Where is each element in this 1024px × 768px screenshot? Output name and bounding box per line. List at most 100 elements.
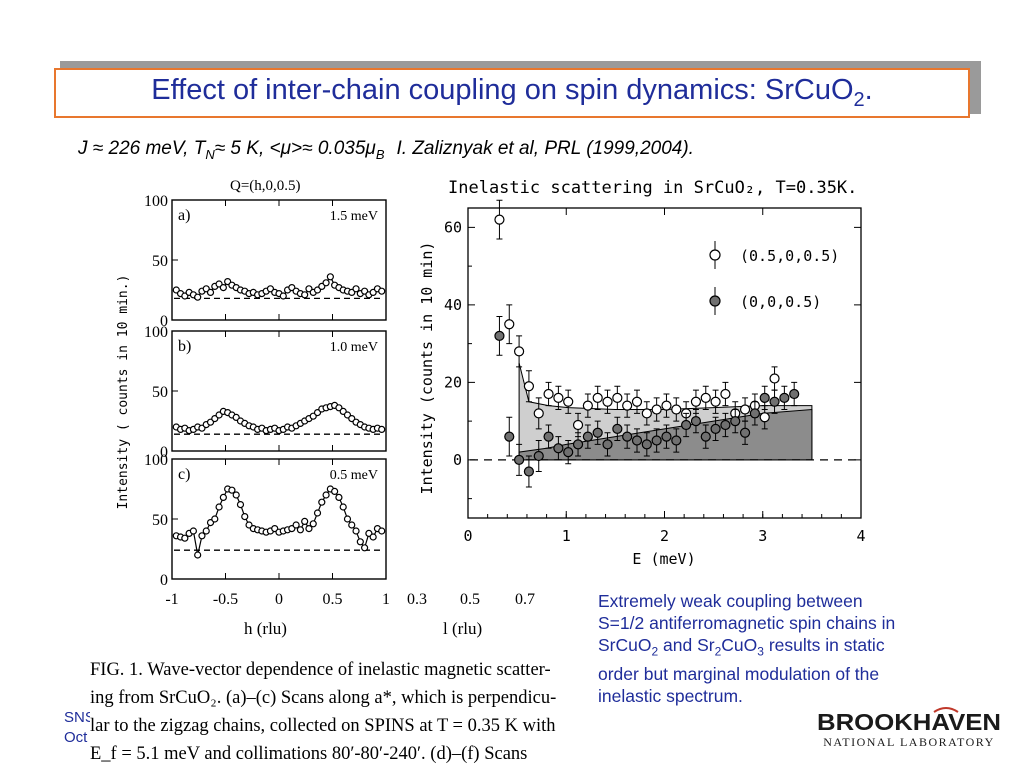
x-tick-label: 0 xyxy=(463,527,472,545)
filled-point xyxy=(533,450,544,462)
open-point xyxy=(710,396,721,407)
data-point xyxy=(335,493,343,501)
right-chart: Inelastic scattering in SrCuO₂, T=0.35K.… xyxy=(418,178,866,568)
title-box: Effect of inter-chain coupling on spin d… xyxy=(54,68,970,118)
left-xlabel: h (rlu) xyxy=(244,619,287,638)
caption-line: ing from SrCuO₂. (a)–(c) Scans along a*,… xyxy=(90,688,557,708)
y-tick-label: 20 xyxy=(444,373,462,391)
data-point xyxy=(361,544,369,552)
open-point xyxy=(631,396,643,407)
open-point xyxy=(543,388,554,400)
footer-line: SNS xyxy=(64,709,90,726)
caption-line: lar to the zigzag chains, collected on S… xyxy=(90,716,556,736)
annotation-line: S=1/2 antiferromagnetic spin chains in xyxy=(598,613,896,633)
x-tick-label: -0.5 xyxy=(213,591,238,608)
caption-line: E_f = 5.1 meV and collimations 80′-80′-2… xyxy=(90,744,528,764)
open-point xyxy=(769,373,780,384)
open-point xyxy=(602,396,613,407)
filled-point xyxy=(572,439,584,450)
annotation: Extremely weak coupling between S=1/2 an… xyxy=(598,590,998,707)
panel-tag: b) xyxy=(178,338,191,355)
filled-point xyxy=(602,439,613,450)
data-point xyxy=(305,524,313,533)
data-point xyxy=(219,493,227,501)
left-panels: 100 50 0 a) 1.5 meV 100 50 0 b) 1.0 meV 100 50 0 c) 0.… xyxy=(144,193,390,608)
x-tick-label: 3 xyxy=(758,527,767,545)
open-point xyxy=(553,392,564,403)
x-tick-label: 0.5 xyxy=(323,591,343,608)
open-point xyxy=(612,392,623,403)
data-point xyxy=(296,526,304,534)
filled-point xyxy=(690,416,702,427)
annotation-line: SrCuO2 and Sr2CuO3 results in static xyxy=(598,635,885,659)
filled-point xyxy=(739,427,751,438)
open-point xyxy=(622,400,633,411)
left-ylabel: Intensity ( counts in 10 min.) xyxy=(116,275,131,510)
data-point xyxy=(211,515,219,523)
data-point xyxy=(309,520,317,528)
open-point xyxy=(739,404,751,415)
y-tick-label: 0 xyxy=(160,313,168,330)
open-point xyxy=(504,319,515,330)
filled-point xyxy=(759,392,770,403)
data-point xyxy=(318,498,326,506)
open-point xyxy=(563,396,574,407)
filled-point xyxy=(543,431,554,442)
filled-point xyxy=(513,454,525,465)
filled-point xyxy=(612,423,623,434)
x-tick-label: 1 xyxy=(562,527,571,545)
x-axis-label: E (meV) xyxy=(632,550,695,568)
filled-point xyxy=(779,392,790,403)
slide-title: Effect of inter-chain coupling on spin d… xyxy=(151,74,873,111)
legend-marker xyxy=(709,295,721,307)
filled-point xyxy=(582,431,593,442)
filled-point xyxy=(651,435,662,446)
data-point xyxy=(194,551,202,559)
data-point xyxy=(301,291,309,299)
panel-label: 0.5 meV xyxy=(330,468,378,483)
subtitle: J ≈ 226 meV, TN≈ 5 K, <μ>≈ 0.035μB I. Zal… xyxy=(78,138,694,162)
y-tick-label: 50 xyxy=(152,253,168,270)
legend-marker xyxy=(709,249,721,261)
filled-point xyxy=(641,439,652,450)
chart-title: Inelastic scattering in SrCuO₂, T=0.35K. xyxy=(448,178,857,198)
filled-point xyxy=(563,447,574,458)
data-point xyxy=(206,288,215,296)
filled-point xyxy=(494,330,505,341)
y-tick-label: 0 xyxy=(453,451,462,469)
annotation-line: Extremely weak coupling between xyxy=(598,591,863,611)
open-point xyxy=(572,419,584,431)
filled-point xyxy=(700,431,711,442)
panel-tag: c) xyxy=(178,466,190,483)
data-point xyxy=(219,284,227,292)
data-point xyxy=(301,517,309,526)
filled-point xyxy=(622,431,633,442)
open-point xyxy=(661,400,672,411)
panel-label: 1.0 meV xyxy=(330,340,378,355)
legend-label: (0,0,0.5) xyxy=(740,293,821,311)
y-tick-label: 100 xyxy=(144,193,168,210)
figure-caption: FIG. 1. Wave-vector dependence of inelas… xyxy=(90,656,590,768)
filled-point xyxy=(553,443,564,454)
q-label: Q=(h,0,0.5) xyxy=(230,178,301,194)
annotation-line: inelastic spectrum. xyxy=(598,685,743,706)
data-point xyxy=(232,491,240,499)
footer: SNS Oct xyxy=(64,708,90,748)
data-point xyxy=(236,501,245,509)
logo-name: BROOKHAVEN xyxy=(817,709,1001,735)
x-tick-label: 1 xyxy=(382,591,390,608)
data-point xyxy=(352,285,360,293)
open-point xyxy=(592,392,603,403)
data-point xyxy=(331,487,339,495)
data-point xyxy=(352,527,360,535)
l-tick-label: 0.7 xyxy=(515,591,535,608)
y-tick-label: 50 xyxy=(152,512,168,529)
y-axis-label: Intensity (counts in 10 min) xyxy=(418,242,436,495)
filled-point xyxy=(749,408,760,419)
open-point xyxy=(671,404,682,415)
data-point xyxy=(322,279,330,287)
open-point xyxy=(582,400,593,411)
x-tick-label: 2 xyxy=(660,527,669,545)
filled-point xyxy=(631,435,643,446)
